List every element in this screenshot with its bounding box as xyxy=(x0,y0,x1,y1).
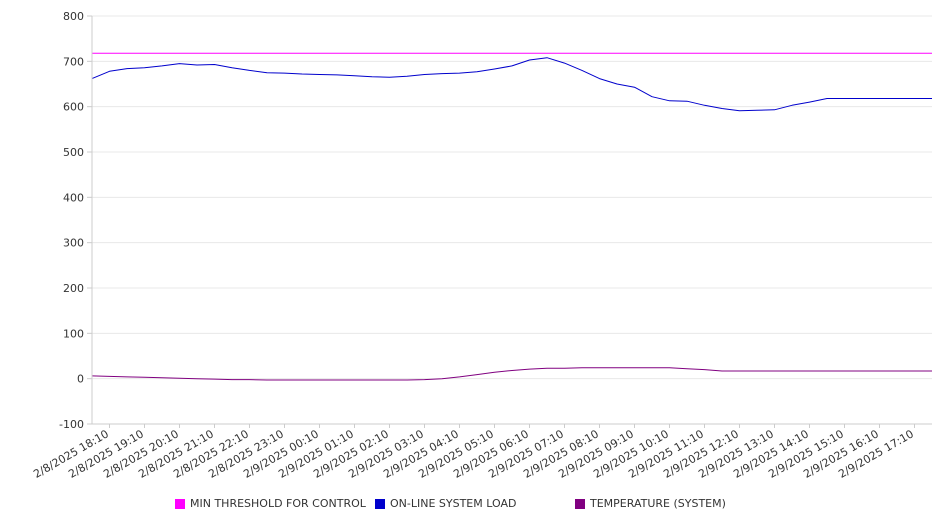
y-tick-label: 200 xyxy=(63,282,84,295)
legend-swatch-icon xyxy=(375,498,385,509)
series-lines xyxy=(91,52,932,381)
legend: MIN THRESHOLD FOR CONTROL ON-LINE SYSTEM… xyxy=(0,497,946,515)
y-tick-label: 0 xyxy=(77,373,84,386)
y-tick-label: 700 xyxy=(63,55,84,68)
legend-label: ON-LINE SYSTEM LOAD xyxy=(390,497,517,510)
y-tick-label: 300 xyxy=(63,237,84,250)
legend-swatch-icon xyxy=(575,498,585,509)
y-tick-label: 600 xyxy=(63,101,84,114)
y-tick-label: 800 xyxy=(63,10,84,23)
y-tick-label: 100 xyxy=(63,327,84,340)
y-tick-label: -100 xyxy=(59,418,84,431)
grid-lines xyxy=(92,15,932,425)
series-line-2 xyxy=(91,367,932,381)
legend-item-system-load[interactable]: ON-LINE SYSTEM LOAD xyxy=(375,497,516,510)
legend-swatch-icon xyxy=(175,498,185,509)
legend-label: TEMPERATURE (SYSTEM) xyxy=(590,497,726,510)
series-line-1 xyxy=(91,57,932,112)
line-chart: -100 0 100 200 300 400 500 600 700 800 2/8/2025 1… xyxy=(31,10,932,481)
x-axis-ticks: 2/8/2025 18:102/8/2025 19:102/8/2025 20:… xyxy=(31,424,916,481)
y-axis-ticks: -100 0 100 200 300 400 500 600 700 800 xyxy=(59,10,92,431)
y-tick-label: 400 xyxy=(63,191,84,204)
y-tick-label: 500 xyxy=(63,146,84,159)
legend-label: MIN THRESHOLD FOR CONTROL xyxy=(190,497,366,510)
legend-item-temperature[interactable]: TEMPERATURE (SYSTEM) xyxy=(575,497,726,510)
legend-item-min-threshold[interactable]: MIN THRESHOLD FOR CONTROL xyxy=(175,497,366,510)
